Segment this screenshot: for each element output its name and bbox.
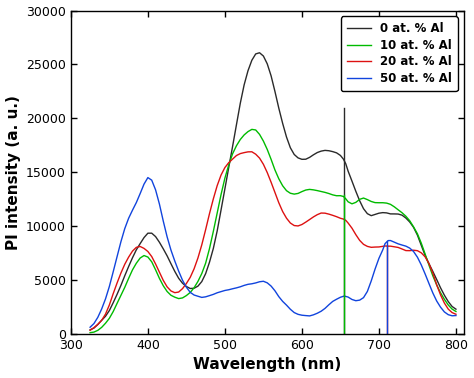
10 at. % Al xyxy=(249,127,255,132)
10 at. % Al xyxy=(183,293,189,298)
20 at. % Al xyxy=(118,271,124,275)
Y-axis label: PI intensity (a. u.): PI intensity (a. u.) xyxy=(6,95,20,250)
20 at. % Al xyxy=(326,212,332,216)
0 at. % Al xyxy=(453,307,459,311)
0 at. % Al xyxy=(372,212,378,217)
0 at. % Al xyxy=(183,284,189,289)
50 at. % Al xyxy=(376,256,382,260)
20 at. % Al xyxy=(110,291,116,296)
0 at. % Al xyxy=(114,292,120,297)
50 at. % Al xyxy=(87,325,93,330)
Line: 50 at. % Al: 50 at. % Al xyxy=(90,178,456,327)
0 at. % Al xyxy=(87,328,93,332)
50 at. % Al xyxy=(453,313,459,318)
10 at. % Al xyxy=(87,330,93,335)
50 at. % Al xyxy=(187,290,193,294)
0 at. % Al xyxy=(99,318,104,322)
10 at. % Al xyxy=(99,325,104,330)
10 at. % Al xyxy=(453,309,459,314)
50 at. % Al xyxy=(276,294,282,299)
Legend: 0 at. % Al, 10 at. % Al, 20 at. % Al, 50 at. % Al: 0 at. % Al, 10 at. % Al, 20 at. % Al, 50… xyxy=(341,17,458,91)
50 at. % Al xyxy=(99,307,104,311)
0 at. % Al xyxy=(257,51,263,55)
20 at. % Al xyxy=(453,312,459,316)
20 at. % Al xyxy=(249,150,255,154)
50 at. % Al xyxy=(303,313,309,318)
Line: 0 at. % Al: 0 at. % Al xyxy=(90,53,456,330)
20 at. % Al xyxy=(268,180,274,184)
20 at. % Al xyxy=(87,328,93,333)
0 at. % Al xyxy=(303,157,309,161)
X-axis label: Wavelength (nm): Wavelength (nm) xyxy=(193,358,341,372)
Line: 10 at. % Al: 10 at. % Al xyxy=(90,129,456,333)
20 at. % Al xyxy=(299,222,305,227)
0 at. % Al xyxy=(276,106,282,110)
10 at. % Al xyxy=(114,301,120,306)
10 at. % Al xyxy=(372,200,378,205)
10 at. % Al xyxy=(303,188,309,192)
50 at. % Al xyxy=(145,175,151,180)
20 at. % Al xyxy=(372,245,378,249)
Line: 20 at. % Al: 20 at. % Al xyxy=(90,152,456,330)
10 at. % Al xyxy=(276,177,282,181)
50 at. % Al xyxy=(114,254,120,259)
